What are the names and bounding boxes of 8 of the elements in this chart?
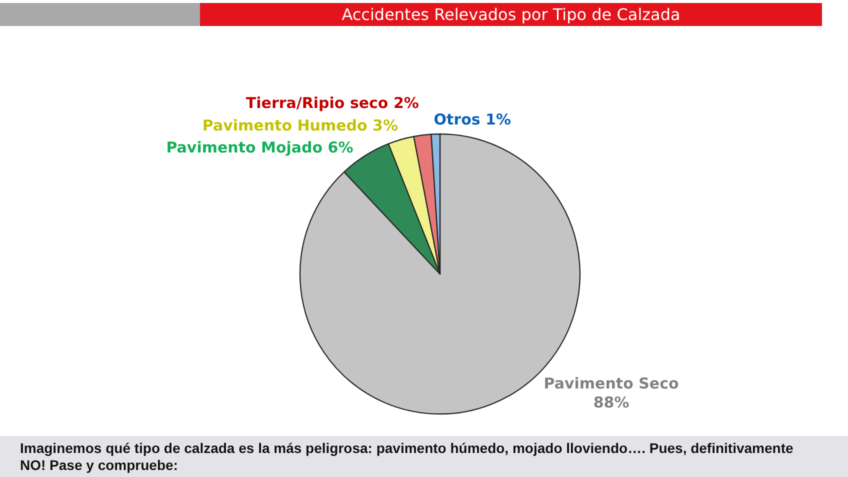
slice-label: Pavimento Seco bbox=[544, 374, 679, 392]
chart-title: Accidentes Relevados por Tipo de Calzada bbox=[200, 3, 822, 26]
slice-label: Pavimento Humedo 3% bbox=[202, 116, 398, 134]
slice-label: Otros 1% bbox=[434, 110, 512, 128]
slice-label: Pavimento Mojado 6% bbox=[166, 138, 354, 157]
slice-label: Tierra/Ripio seco 2% bbox=[246, 94, 419, 112]
data-label: 88% bbox=[593, 393, 630, 412]
text: Imaginemos qué tipo de calzada es la más peligrosa: pavimento húmedo, mojado lloviendo…. Pues, definitivamente NO! Pase y compruebe: bbox=[20, 440, 794, 474]
